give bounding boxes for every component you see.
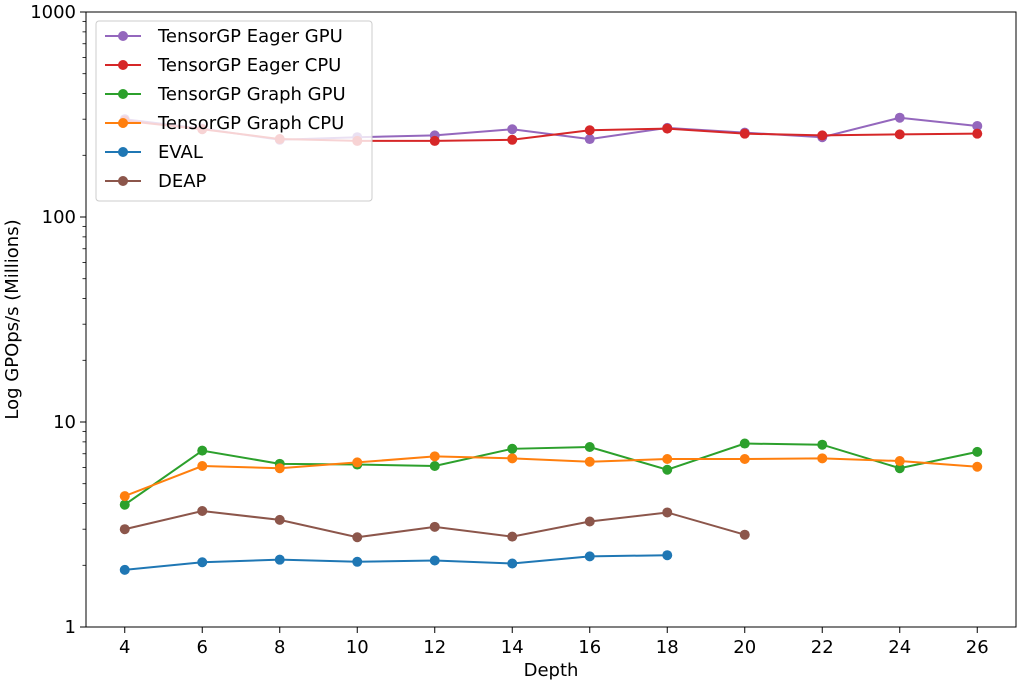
data-point <box>507 134 518 145</box>
legend-label: TensorGP Graph GPU <box>157 84 346 105</box>
data-point <box>739 529 750 540</box>
legend-swatch-marker <box>118 31 128 41</box>
series-line <box>124 442 978 506</box>
legend-box <box>95 20 373 202</box>
data-point <box>894 112 905 123</box>
data-point <box>507 443 518 454</box>
x-tick-label: 14 <box>501 637 524 658</box>
legend-label: EVAL <box>158 142 203 163</box>
data-point <box>584 125 595 136</box>
data-point <box>662 464 673 475</box>
x-tick-label: 22 <box>811 637 834 658</box>
data-point <box>739 128 750 139</box>
data-point <box>274 554 285 565</box>
data-point <box>662 507 673 518</box>
legend-item: TensorGP Graph CPU <box>105 113 344 134</box>
data-point <box>274 463 285 474</box>
x-tick-label: 24 <box>888 637 911 658</box>
series-group <box>119 550 673 575</box>
data-point <box>197 557 208 568</box>
legend-item: TensorGP Graph GPU <box>105 84 346 105</box>
data-point <box>429 461 440 472</box>
data-point <box>584 134 595 145</box>
series-group <box>119 506 750 543</box>
legend-label: DEAP <box>158 171 207 192</box>
series-layer <box>119 112 983 575</box>
data-point <box>817 130 828 141</box>
data-point <box>584 442 595 453</box>
y-tick-label: 10 <box>53 412 76 433</box>
axes: 4 6 8 10 12 14 16 18 20 22 24 26 1 10 100 1000 <box>30 2 989 658</box>
data-point <box>972 128 983 139</box>
y-axis-label: Log GPOps/s (Millions) <box>2 219 23 419</box>
x-tick-label: 10 <box>346 637 369 658</box>
data-point <box>739 438 750 449</box>
data-point <box>507 453 518 464</box>
x-tick-label: 26 <box>966 637 989 658</box>
data-point <box>507 124 518 135</box>
x-tick-label: 8 <box>274 637 285 658</box>
legend-swatch-marker <box>118 89 128 99</box>
y-tick-label: 100 <box>42 207 76 228</box>
data-point <box>197 445 208 456</box>
data-point <box>352 556 363 567</box>
legend: TensorGP Eager GPU TensorGP Eager CPU Tens… <box>95 20 373 202</box>
legend-item: TensorGP Eager GPU <box>105 26 343 47</box>
legend-label: TensorGP Eager GPU <box>157 26 343 47</box>
data-point <box>972 120 983 131</box>
legend-swatch-marker <box>118 176 128 186</box>
data-point <box>119 564 130 575</box>
legend-swatch-marker <box>118 118 128 128</box>
data-point <box>894 129 905 140</box>
x-tick-label: 12 <box>423 637 446 658</box>
data-point <box>352 457 363 468</box>
x-axis-label: Depth <box>524 660 579 681</box>
data-point <box>119 499 130 510</box>
data-point <box>894 463 905 474</box>
data-point <box>197 461 208 472</box>
x-tick-label: 18 <box>656 637 679 658</box>
legend-item: DEAP <box>105 171 207 192</box>
data-point <box>274 514 285 525</box>
data-point <box>662 123 673 134</box>
data-point <box>662 550 673 561</box>
data-point <box>119 524 130 535</box>
legend-swatch-marker <box>118 147 128 157</box>
data-point <box>817 439 828 450</box>
x-tick-label: 20 <box>733 637 756 658</box>
data-point <box>739 453 750 464</box>
data-point <box>584 456 595 467</box>
legend-label: TensorGP Eager CPU <box>157 55 341 76</box>
data-point <box>817 453 828 464</box>
legend-label: TensorGP Graph CPU <box>157 113 344 134</box>
data-point <box>584 516 595 527</box>
data-point <box>972 461 983 472</box>
x-tick-label: 4 <box>119 637 130 658</box>
series-group <box>119 451 983 502</box>
y-tick-label: 1000 <box>30 2 76 23</box>
legend-item: EVAL <box>105 142 203 163</box>
data-point <box>352 532 363 543</box>
data-point <box>662 453 673 464</box>
data-point <box>429 135 440 146</box>
data-point <box>507 558 518 569</box>
data-point <box>429 555 440 566</box>
series-line <box>124 455 978 498</box>
data-point <box>119 491 130 502</box>
series-line <box>124 554 668 571</box>
x-tick-label: 6 <box>197 637 208 658</box>
legend-swatch-marker <box>118 60 128 70</box>
data-point <box>972 446 983 457</box>
plot-area-frame <box>85 11 1017 628</box>
y-tick-label: 1 <box>65 617 76 638</box>
data-point <box>429 451 440 462</box>
data-point <box>584 551 595 562</box>
data-point <box>507 531 518 542</box>
data-point <box>429 521 440 532</box>
data-point <box>894 456 905 467</box>
legend-item: TensorGP Eager CPU <box>105 55 341 76</box>
x-tick-label: 16 <box>578 637 601 658</box>
data-point <box>197 506 208 517</box>
